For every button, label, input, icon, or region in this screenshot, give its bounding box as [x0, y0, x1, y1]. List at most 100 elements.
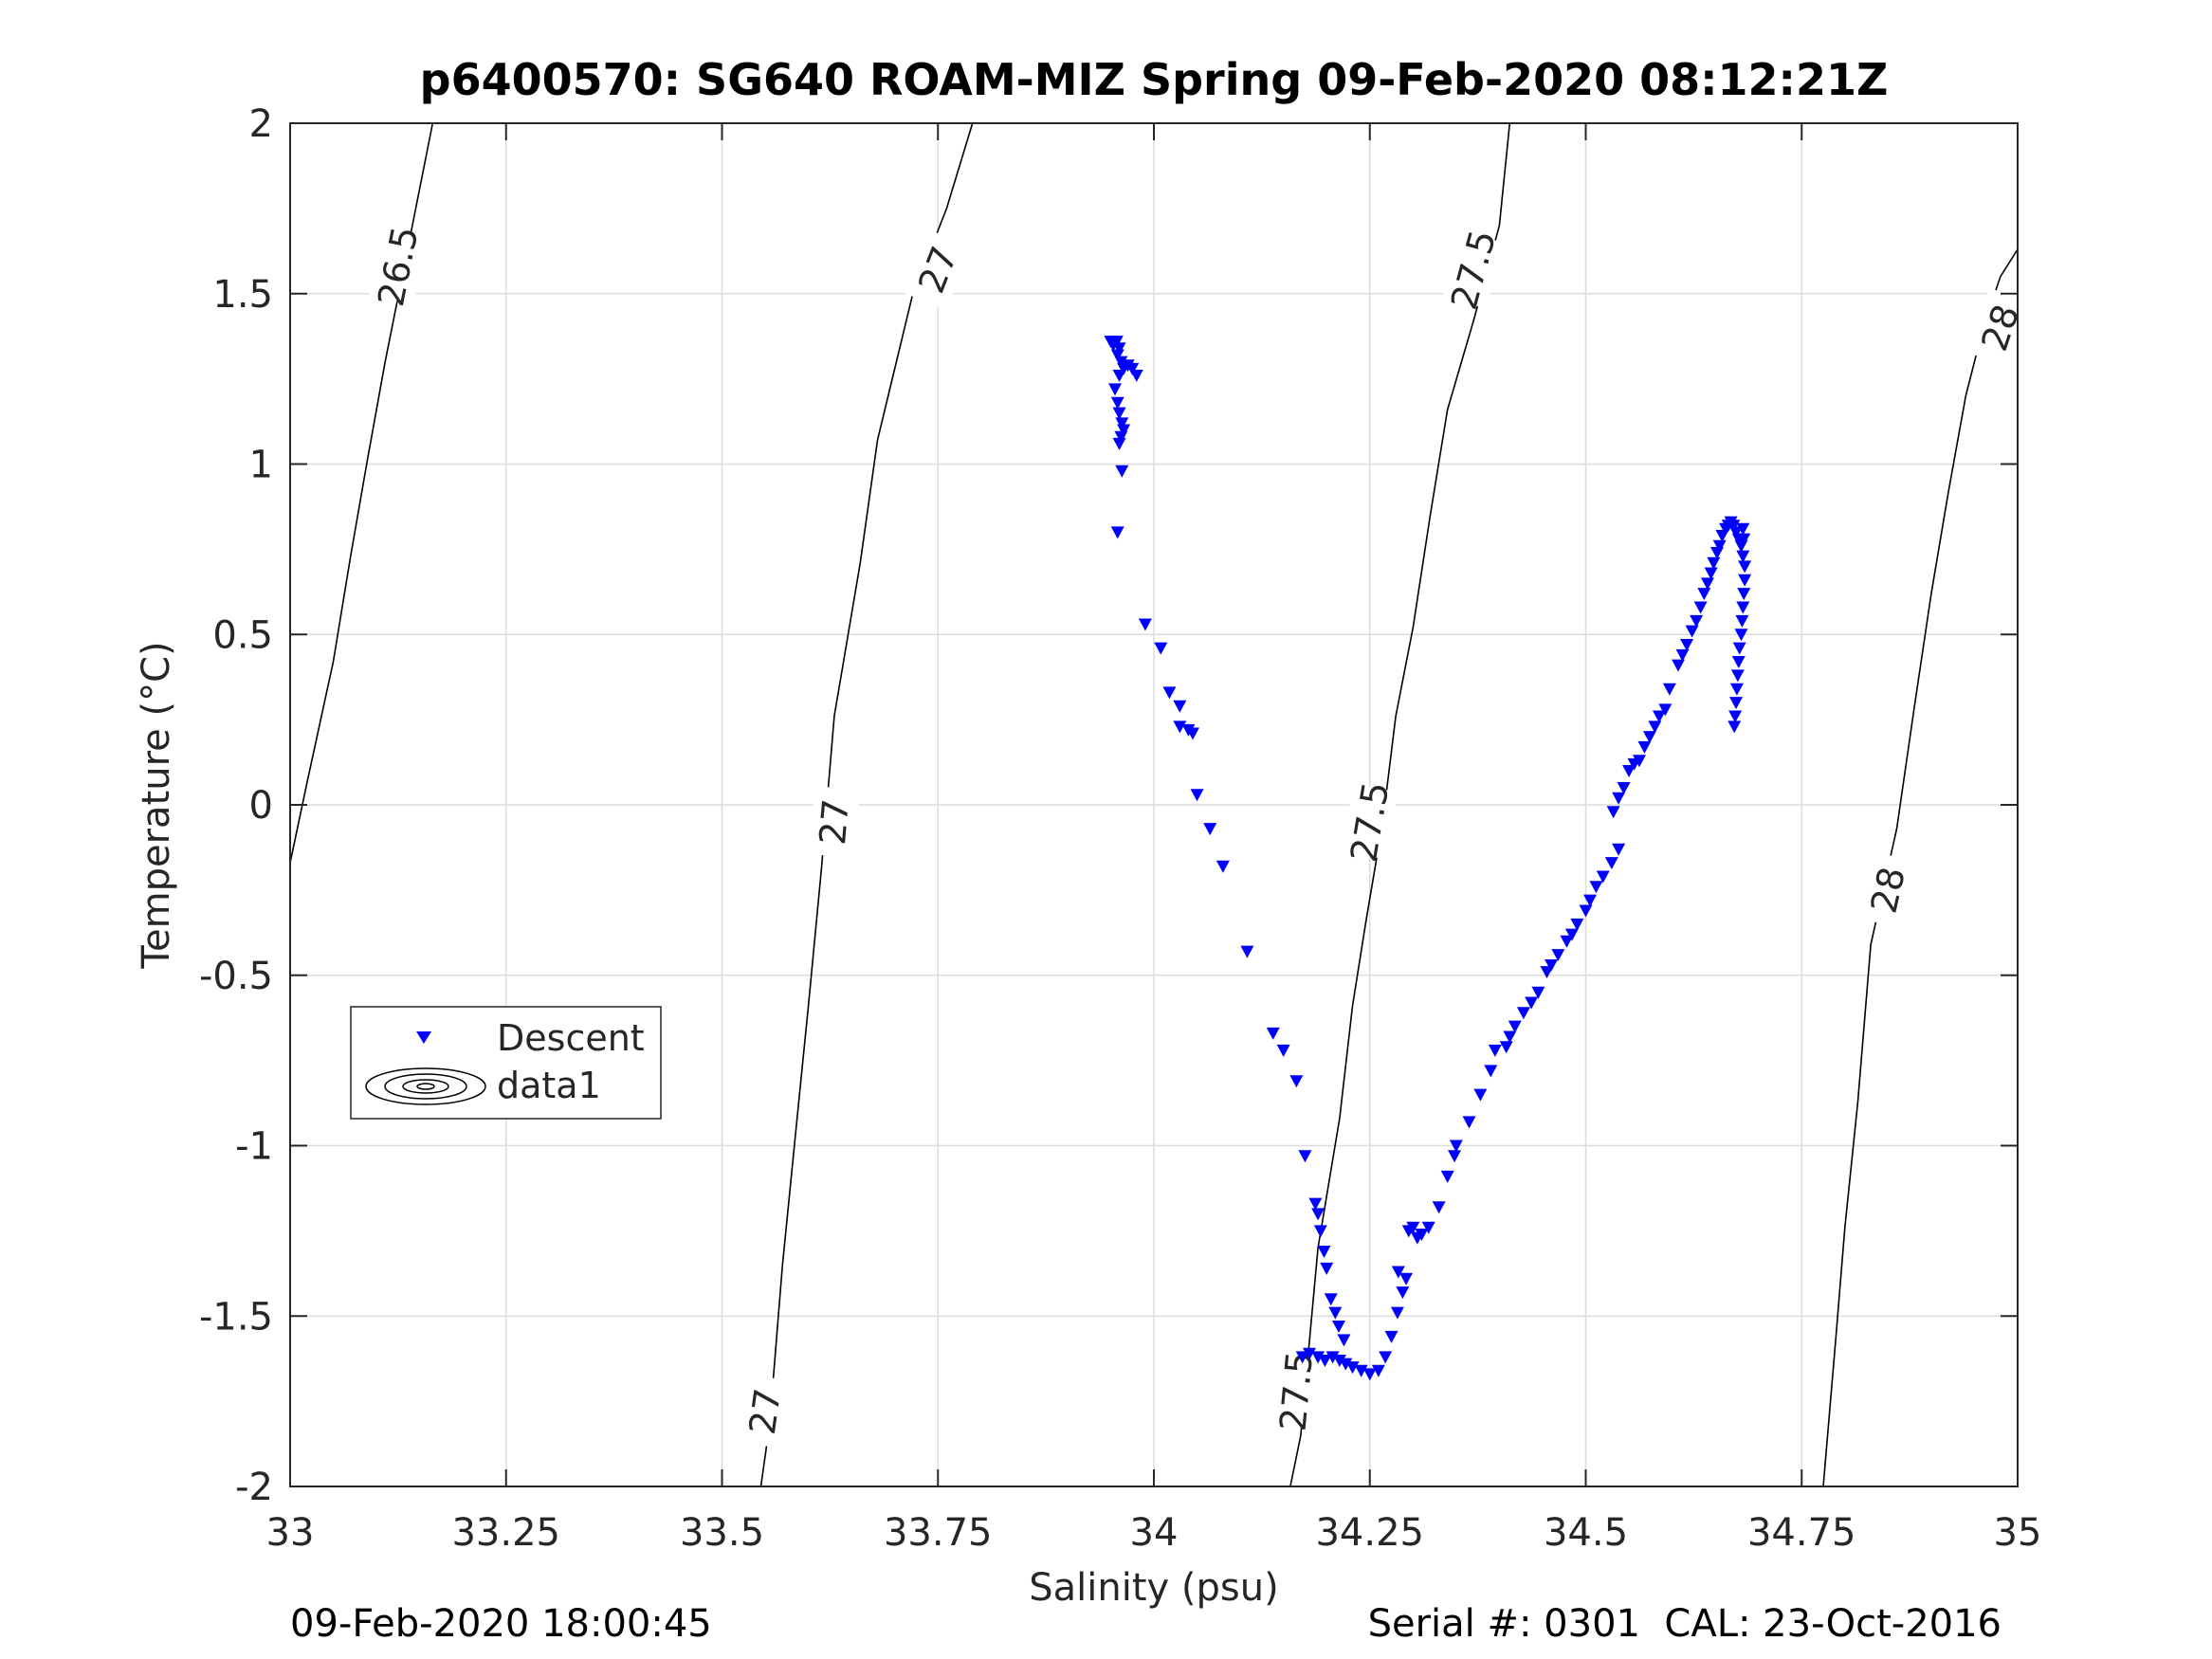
descent-point	[1379, 1351, 1393, 1364]
y-tick-label: -1.5	[199, 1295, 273, 1339]
descent-series	[1104, 336, 1752, 1381]
descent-point	[1406, 1221, 1420, 1234]
legend-box	[350, 1006, 662, 1120]
descent-point	[1729, 683, 1744, 696]
descent-point	[1604, 857, 1618, 870]
descent-point	[1730, 669, 1745, 683]
descent-point	[1154, 642, 1168, 655]
descent-point	[1112, 437, 1126, 450]
descent-point	[1622, 765, 1636, 778]
descent-point	[1637, 740, 1652, 754]
descent-point	[1680, 639, 1694, 652]
descent-point	[1736, 522, 1750, 536]
descent-point	[1289, 1075, 1304, 1088]
x-tick-label: 34.25	[1315, 1511, 1424, 1555]
descent-point	[1203, 823, 1217, 836]
descent-point	[1448, 1150, 1462, 1163]
x-tick-label: 34	[1130, 1511, 1179, 1555]
x-tick-label: 33	[266, 1511, 315, 1555]
y-tick-label: 1.5	[212, 273, 273, 317]
descent-point	[1583, 894, 1598, 907]
descent-point	[1331, 1321, 1345, 1334]
descent-point	[1276, 1044, 1290, 1057]
x-tick-label: 34.5	[1544, 1511, 1628, 1555]
legend-descent-label: Descent	[497, 1017, 645, 1059]
descent-point	[1313, 1225, 1327, 1238]
x-tick-label: 33.75	[884, 1511, 993, 1555]
descent-point	[1318, 1354, 1332, 1367]
descent-point	[1190, 789, 1204, 802]
descent-point	[1354, 1364, 1368, 1377]
chart-title: p6400570: SG640 ROAM-MIZ Spring 09-Feb-2…	[420, 54, 1889, 105]
y-tick-label: 0.5	[212, 613, 273, 657]
descent-point	[1734, 629, 1748, 642]
descent-point	[1732, 642, 1746, 655]
contour-label-background	[1442, 230, 1505, 309]
descent-point	[1112, 342, 1126, 356]
descent-point	[1110, 526, 1124, 539]
y-tick-label: 1	[249, 444, 273, 487]
descent-point	[1632, 755, 1646, 768]
descent-point	[1440, 1170, 1454, 1183]
descent-point	[1612, 843, 1626, 856]
descent-point	[1508, 1020, 1522, 1033]
descent-point	[1112, 407, 1126, 420]
contour-label-background	[1271, 1355, 1323, 1428]
descent-point	[1606, 806, 1620, 819]
descent-point	[1729, 697, 1744, 710]
descent-point	[1484, 1065, 1498, 1078]
descent-point	[1328, 1306, 1343, 1320]
descent-point	[1240, 945, 1254, 958]
descent-point	[1697, 588, 1711, 601]
descent-point	[1551, 949, 1565, 962]
descent-point	[1516, 1007, 1530, 1020]
descent-point	[1690, 614, 1704, 628]
descent-point	[1693, 601, 1708, 614]
y-axis-label: Temperature (°C)	[135, 641, 178, 969]
contour-label-background	[904, 229, 972, 310]
descent-point	[1707, 556, 1721, 570]
legend-descent-marker-icon	[416, 1031, 431, 1044]
descent-point	[1729, 526, 1744, 539]
legend-contour-icon	[365, 1067, 486, 1105]
descent-point	[1531, 986, 1545, 999]
descent-point	[1499, 1041, 1513, 1054]
descent-point	[1731, 656, 1746, 669]
descent-point	[1648, 720, 1662, 734]
descent-point	[1266, 1027, 1280, 1040]
descent-point	[1652, 710, 1666, 723]
descent-point	[1738, 560, 1752, 574]
descent-point	[1421, 1221, 1435, 1234]
descent-point	[1589, 881, 1603, 894]
descent-point	[1704, 567, 1718, 580]
descent-point	[1324, 1293, 1338, 1306]
descent-point	[1117, 424, 1131, 437]
descent-point	[1700, 577, 1714, 591]
descent-point	[1216, 860, 1230, 873]
descent-point	[1712, 539, 1727, 553]
descent-point	[1339, 1358, 1353, 1371]
x-tick-label: 33.25	[451, 1511, 560, 1555]
contour-label-background	[1858, 851, 1918, 929]
contour-label-background	[808, 786, 860, 858]
descent-point	[1738, 574, 1752, 587]
descent-point	[1727, 520, 1741, 533]
descent-point	[1295, 1351, 1309, 1364]
descent-point	[1735, 614, 1749, 628]
descent-point	[1503, 1030, 1517, 1044]
x-tick-label: 35	[1994, 1511, 2042, 1555]
descent-point	[1345, 1361, 1360, 1375]
descent-point	[1396, 1286, 1410, 1300]
descent-point	[1449, 1139, 1463, 1153]
descent-point	[1311, 1351, 1325, 1364]
descent-point	[1612, 792, 1626, 805]
descent-point	[1525, 996, 1539, 1010]
x-tick-label: 34.75	[1747, 1511, 1856, 1555]
descent-point	[1325, 1351, 1340, 1364]
descent-point	[1685, 625, 1699, 638]
footer-serial-cal: Serial #: 0301 CAL: 23-Oct-2016	[1367, 1602, 2002, 1646]
contour-label-background	[738, 1374, 793, 1449]
descent-point	[1109, 336, 1124, 349]
legend: Descent data1	[350, 1006, 662, 1120]
